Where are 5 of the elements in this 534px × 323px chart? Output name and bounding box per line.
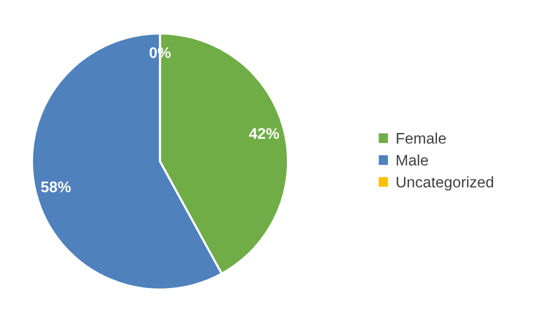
data-label: 58% [41, 182, 71, 192]
legend-label: Male [396, 154, 428, 166]
data-label: 42% [249, 128, 280, 139]
legend-label: Female [396, 132, 446, 144]
legend-label: Uncategorized [396, 176, 494, 190]
